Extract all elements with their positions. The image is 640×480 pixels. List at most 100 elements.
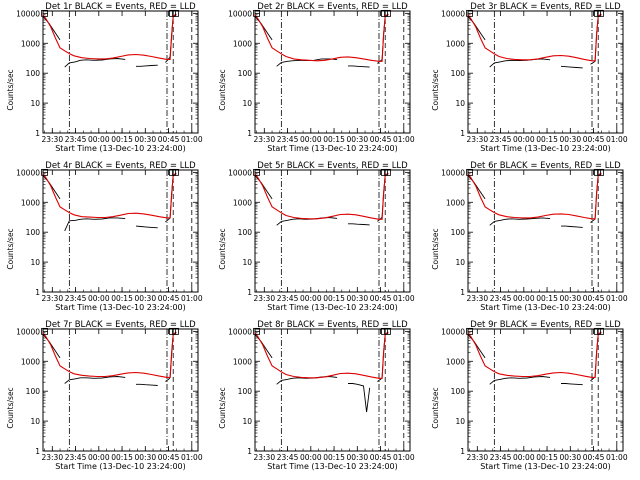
marker-square — [466, 9, 473, 17]
y-tick-label: 1000 — [21, 198, 40, 207]
x-tick-label: 00:30 — [559, 135, 581, 144]
x-axis-label: Start Time (13-Dec-10 23:24:00) — [480, 144, 611, 153]
x-tick-label: 23:45 — [277, 453, 299, 462]
x-tick-label: 23:45 — [65, 135, 87, 144]
plot-frame — [42, 328, 199, 452]
series-line-events — [467, 173, 602, 228]
y-tick-label: 10 — [242, 99, 252, 108]
x-tick-label: 00:30 — [346, 453, 368, 462]
y-tick-label: 1 — [247, 447, 252, 456]
x-tick-label: 00:45 — [583, 294, 605, 303]
y-tick-label: 1000 — [233, 39, 252, 48]
x-tick-label: 00:15 — [536, 453, 558, 462]
series-line-events — [254, 173, 389, 226]
y-tick-label: 1000 — [21, 39, 40, 48]
x-tick-label: 23:30 — [466, 135, 488, 144]
chart-title: Det 9r BLACK = Events, RED = LLD — [470, 320, 621, 330]
y-tick-label: 10000 — [441, 327, 465, 336]
x-tick-label: 00:00 — [300, 135, 322, 144]
marker-square — [41, 168, 48, 176]
x-tick-label: 23:30 — [253, 453, 275, 462]
y-tick-label: 10000 — [16, 9, 40, 18]
series-line-lld — [254, 172, 389, 220]
series-line-lld — [42, 13, 177, 60]
y-axis-label: Counts/sec — [431, 69, 440, 110]
x-tick-label: 00:45 — [370, 294, 392, 303]
y-tick-label: 100 — [26, 228, 41, 237]
marker-square — [172, 168, 179, 176]
series-line-events — [42, 173, 177, 232]
series-line-lld — [42, 331, 177, 378]
chart-panel-9: Det 9r BLACK = Events, RED = LLD 1 10 100 10… — [431, 320, 628, 471]
y-axis-label: Counts/sec — [431, 387, 440, 428]
y-tick-label: 1 — [247, 288, 252, 297]
chart-title: Det 2r BLACK = Events, RED = LLD — [257, 2, 408, 12]
x-tick-label: 01:00 — [606, 294, 628, 303]
x-tick-label: 01:00 — [393, 294, 415, 303]
series-line-lld — [254, 331, 389, 379]
chart-panel-8: Det 8r BLACK = Events, RED = LLD 1 10 100 10… — [218, 320, 415, 471]
x-tick-label: 00:00 — [300, 453, 322, 462]
x-tick-label: 00:00 — [88, 294, 110, 303]
x-axis-label: Start Time (13-Dec-10 23:24:00) — [55, 144, 186, 153]
marker-square — [253, 327, 260, 335]
plot-frame — [467, 328, 624, 452]
x-tick-label: 00:15 — [323, 294, 345, 303]
marker-square — [466, 168, 473, 176]
x-tick-label: 23:30 — [466, 294, 488, 303]
y-tick-label: 10 — [30, 99, 40, 108]
x-tick-label: 23:30 — [253, 135, 275, 144]
y-tick-label: 10000 — [16, 168, 40, 177]
plot-frame — [467, 169, 624, 293]
x-tick-label: 00:00 — [513, 135, 535, 144]
y-tick-label: 10 — [455, 417, 465, 426]
y-tick-label: 10000 — [228, 9, 252, 18]
x-tick-label: 23:45 — [490, 135, 512, 144]
x-tick-label: 01:00 — [393, 453, 415, 462]
chart-title: Det 3r BLACK = Events, RED = LLD — [470, 2, 621, 12]
x-tick-label: 00:30 — [346, 135, 368, 144]
x-tick-label: 00:45 — [370, 135, 392, 144]
y-tick-label: 10000 — [228, 168, 252, 177]
y-tick-label: 100 — [238, 69, 253, 78]
x-tick-label: 00:15 — [323, 453, 345, 462]
x-tick-label: 23:30 — [41, 453, 63, 462]
x-tick-label: 23:45 — [65, 294, 87, 303]
x-tick-label: 00:15 — [111, 135, 133, 144]
series-line-events — [467, 14, 602, 69]
x-tick-label: 01:00 — [181, 294, 203, 303]
plot-frame — [42, 169, 199, 293]
y-tick-label: 100 — [238, 387, 253, 396]
y-tick-label: 100 — [238, 228, 253, 237]
marker-square — [41, 9, 48, 17]
y-tick-label: 1000 — [21, 357, 40, 366]
y-tick-label: 100 — [451, 228, 466, 237]
x-tick-label: 00:00 — [513, 294, 535, 303]
chart-panel-4: Det 4r BLACK = Events, RED = LLD 1 10 100 10… — [6, 161, 203, 312]
y-tick-label: 1000 — [233, 357, 252, 366]
y-axis-label: Counts/sec — [431, 228, 440, 269]
x-tick-label: 01:00 — [606, 135, 628, 144]
y-tick-label: 10000 — [441, 9, 465, 18]
x-tick-label: 23:30 — [41, 294, 63, 303]
marker-square — [41, 327, 48, 335]
marker-square — [172, 9, 179, 17]
y-tick-label: 100 — [26, 387, 41, 396]
x-tick-label: 00:45 — [583, 135, 605, 144]
chart-panel-1: Det 1r BLACK = Events, RED = LLD 1 10 100 10… — [6, 2, 203, 153]
x-tick-label: 00:15 — [111, 453, 133, 462]
series-line-events — [467, 332, 602, 386]
x-tick-label: 23:30 — [253, 294, 275, 303]
marker-square — [384, 327, 391, 335]
y-tick-label: 10000 — [441, 168, 465, 177]
x-tick-label: 00:30 — [134, 135, 156, 144]
y-axis-label: Counts/sec — [218, 69, 227, 110]
plot-frame — [254, 328, 411, 452]
x-tick-label: 00:30 — [346, 294, 368, 303]
chart-panel-2: Det 2r BLACK = Events, RED = LLD 1 10 100 10… — [218, 2, 415, 153]
y-tick-label: 10000 — [228, 327, 252, 336]
y-tick-label: 1 — [35, 129, 40, 138]
y-tick-label: 10 — [30, 417, 40, 426]
x-tick-label: 00:30 — [134, 453, 156, 462]
y-tick-label: 10 — [242, 417, 252, 426]
